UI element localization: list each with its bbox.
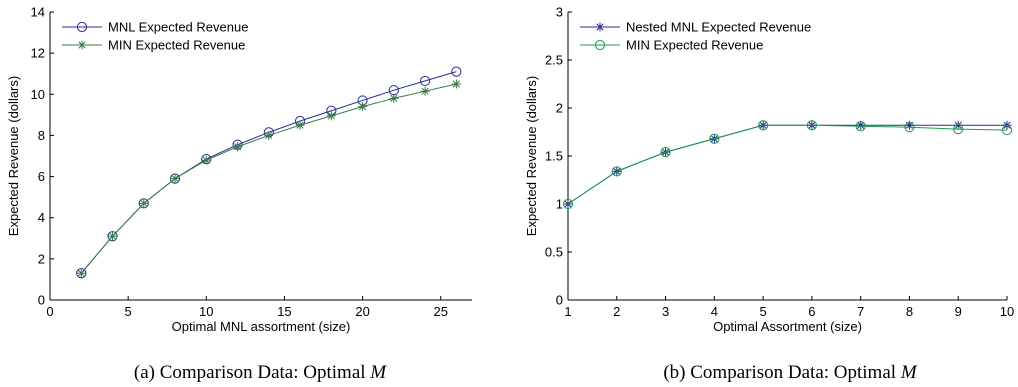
chart-a-xtick-label: 5 bbox=[125, 304, 132, 319]
chart-b-ytick-label: 2.5 bbox=[545, 53, 563, 68]
chart-a-ytick-label: 8 bbox=[38, 128, 45, 143]
chart-a-ytick-label: 4 bbox=[38, 210, 45, 225]
chart-b-ytick-label: 0 bbox=[556, 293, 563, 308]
chart-b-xtick-label: 3 bbox=[662, 304, 669, 319]
chart-b-series-2-point bbox=[660, 147, 671, 158]
chart-a-ytick-label: 14 bbox=[31, 5, 45, 20]
chart-b-ytick-label: 1 bbox=[556, 197, 563, 212]
chart-b-series-2-point bbox=[611, 166, 622, 177]
chart-a-ytick-label: 0 bbox=[38, 293, 45, 308]
chart-b-caption: (b) Comparison Data: Optimal M bbox=[663, 362, 917, 383]
chart-b-series-2-point bbox=[709, 133, 720, 144]
chart-b-series-2-line bbox=[567, 124, 1008, 205]
chart-b-series-1-point bbox=[904, 120, 914, 130]
chart-b-legend-marker bbox=[595, 22, 605, 32]
chart-b-series-1-point bbox=[953, 120, 963, 130]
chart-b: 0 0.5 1 1.5 2 2.5 3 1 2 3 4 5 6 7 8 9 10 Optimal Assortme… bbox=[524, 5, 1014, 384]
chart-b-xtick-label: 7 bbox=[857, 304, 864, 319]
chart-a-series-2-point bbox=[170, 174, 180, 184]
chart-b-xtick-label: 5 bbox=[759, 304, 766, 319]
chart-b-legend-label: MIN Expected Revenue bbox=[626, 38, 763, 53]
chart-a-series-2-point bbox=[264, 130, 274, 140]
chart-a: 0 2 4 6 8 10 12 14 0 5 10 15 20 25 Optimal MNL assortm… bbox=[6, 5, 472, 383]
chart-b-ylabel: Expected Revenue (dollars) bbox=[524, 76, 539, 236]
chart-a-series-2-point bbox=[295, 120, 305, 130]
chart-a-ytick-label: 12 bbox=[31, 46, 45, 61]
chart-a-xtick-label: 20 bbox=[355, 304, 369, 319]
chart-b-legend-label: Nested MNL Expected Revenue bbox=[626, 20, 811, 35]
chart-a-xtick-label: 15 bbox=[277, 304, 291, 319]
chart-b-ytick-label: 1.5 bbox=[545, 149, 563, 164]
chart-a-xtick-label: 10 bbox=[199, 304, 213, 319]
chart-a-xtick-label: 0 bbox=[46, 304, 53, 319]
chart-a-series-2-point bbox=[139, 198, 149, 208]
chart-a-series-1-point bbox=[107, 231, 118, 242]
chart-a-series-1-point bbox=[420, 75, 431, 87]
chart-b-xtick-label: 10 bbox=[1000, 304, 1014, 319]
chart-a-series-2-point bbox=[108, 231, 118, 241]
chart-a-series-2-point bbox=[420, 86, 430, 96]
chart-b-series-2-point bbox=[562, 198, 574, 210]
chart-a-series-1-point bbox=[451, 66, 462, 77]
chart-a-series-2-point bbox=[358, 102, 368, 112]
chart-a-ytick-label: 10 bbox=[31, 87, 45, 102]
chart-b-legend-marker bbox=[594, 39, 606, 51]
chart-b-legend: Nested MNL Expected Revenue MIN Expected … bbox=[580, 20, 811, 53]
chart-b-series-2-point bbox=[904, 122, 915, 133]
chart-a-series-2-point bbox=[76, 268, 86, 278]
chart-a-series-1-line bbox=[80, 71, 457, 274]
chart-a-series-2-point bbox=[233, 142, 243, 152]
chart-a-xlabel: Optimal MNL assortment (size) bbox=[172, 319, 351, 334]
chart-a-ylabel: Expected Revenue (dollars) bbox=[6, 76, 21, 236]
chart-a-series-2-line bbox=[80, 83, 457, 274]
chart-a-legend-label: MIN Expected Revenue bbox=[108, 38, 245, 53]
chart-b-xlabel: Optimal Assortment (size) bbox=[713, 319, 862, 334]
chart-a-caption: (a) Comparison Data: Optimal M bbox=[134, 362, 387, 383]
chart-b-series-2-point bbox=[855, 121, 866, 132]
chart-a-legend-marker bbox=[77, 40, 87, 50]
chart-b-xtick-label: 4 bbox=[711, 304, 718, 319]
chart-a-series-1-point bbox=[169, 173, 181, 184]
chart-a-ytick-label: 2 bbox=[38, 251, 45, 266]
chart-a-xtick-label: 25 bbox=[434, 304, 448, 319]
chart-a-legend-marker bbox=[76, 21, 88, 33]
chart-b-series-2-point bbox=[1001, 124, 1013, 136]
chart-a-ytick-label: 6 bbox=[38, 169, 45, 184]
chart-b-xtick-label: 2 bbox=[613, 304, 620, 319]
chart-b-xtick-label: 6 bbox=[808, 304, 815, 319]
chart-b-ytick-label: 3 bbox=[556, 5, 563, 20]
chart-a-series-1-point bbox=[138, 198, 149, 209]
chart-a-series-1-point bbox=[76, 268, 87, 279]
chart-b-ytick-label: 0.5 bbox=[545, 245, 563, 260]
chart-a-series-2-point bbox=[201, 155, 211, 165]
chart-a-series-2-point bbox=[326, 111, 336, 121]
chart-b-xtick-label: 8 bbox=[906, 304, 913, 319]
chart-b-series-2-point bbox=[953, 124, 964, 135]
chart-b-series-2-point bbox=[758, 120, 769, 131]
chart-b-xtick-label: 9 bbox=[955, 304, 962, 319]
chart-b-series-1-point bbox=[856, 120, 866, 130]
chart-b-series-2-point bbox=[806, 120, 817, 131]
chart-a-series-2-point bbox=[389, 93, 399, 103]
chart-a-legend: MNL Expected Revenue MIN Expected Revenue bbox=[62, 20, 248, 53]
chart-b-ytick-label: 2 bbox=[556, 101, 563, 116]
chart-a-series-2-point bbox=[451, 79, 461, 89]
chart-b-xtick-label: 1 bbox=[564, 304, 571, 319]
chart-a-legend-label: MNL Expected Revenue bbox=[108, 20, 248, 35]
